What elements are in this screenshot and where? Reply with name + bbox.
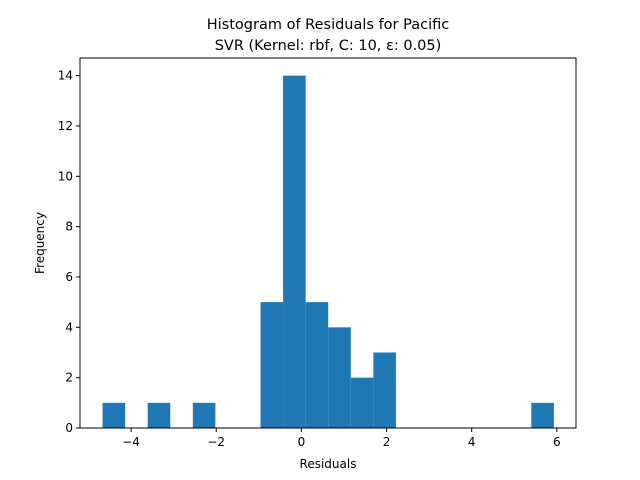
x-tick-label: 0 [298,435,306,449]
plot-frame [79,57,577,429]
y-tick-label: 2 [65,371,73,385]
histogram-bar [283,75,306,428]
histogram-bar [102,402,126,428]
bars-group [102,75,554,428]
y-tick-label: 14 [58,69,73,83]
y-axis-label: Frequency [33,212,47,274]
histogram-bar [192,402,216,428]
x-tick-label: −2 [207,435,225,449]
y-axis-ticks: 0 2 4 6 8 10 12 14 [58,69,80,435]
histogram-bar [147,402,171,428]
chart-title-line2: SVR (Kernel: rbf, C: 10, ε: 0.05) [215,38,442,54]
histogram-bar [328,327,351,428]
histogram-bar [350,377,374,428]
chart-title-line1: Histogram of Residuals for Pacific [207,17,449,33]
histogram-bar [260,302,284,428]
y-tick-label: 6 [65,270,73,284]
histogram-bar [531,402,554,428]
x-tick-label: 4 [468,435,476,449]
histogram-bar [305,302,329,428]
x-tick-label: 6 [553,435,561,449]
x-axis-label: Residuals [300,457,357,471]
y-tick-label: 8 [65,220,73,234]
y-tick-label: 4 [65,320,73,334]
y-tick-label: 12 [58,119,73,133]
y-tick-label: 10 [58,169,73,183]
y-tick-label: 0 [65,421,73,435]
histogram-bar [373,352,396,428]
x-tick-label: 2 [383,435,391,449]
x-tick-label: −4 [122,435,140,449]
x-axis-ticks: −4 −2 0 2 4 6 [122,428,561,449]
